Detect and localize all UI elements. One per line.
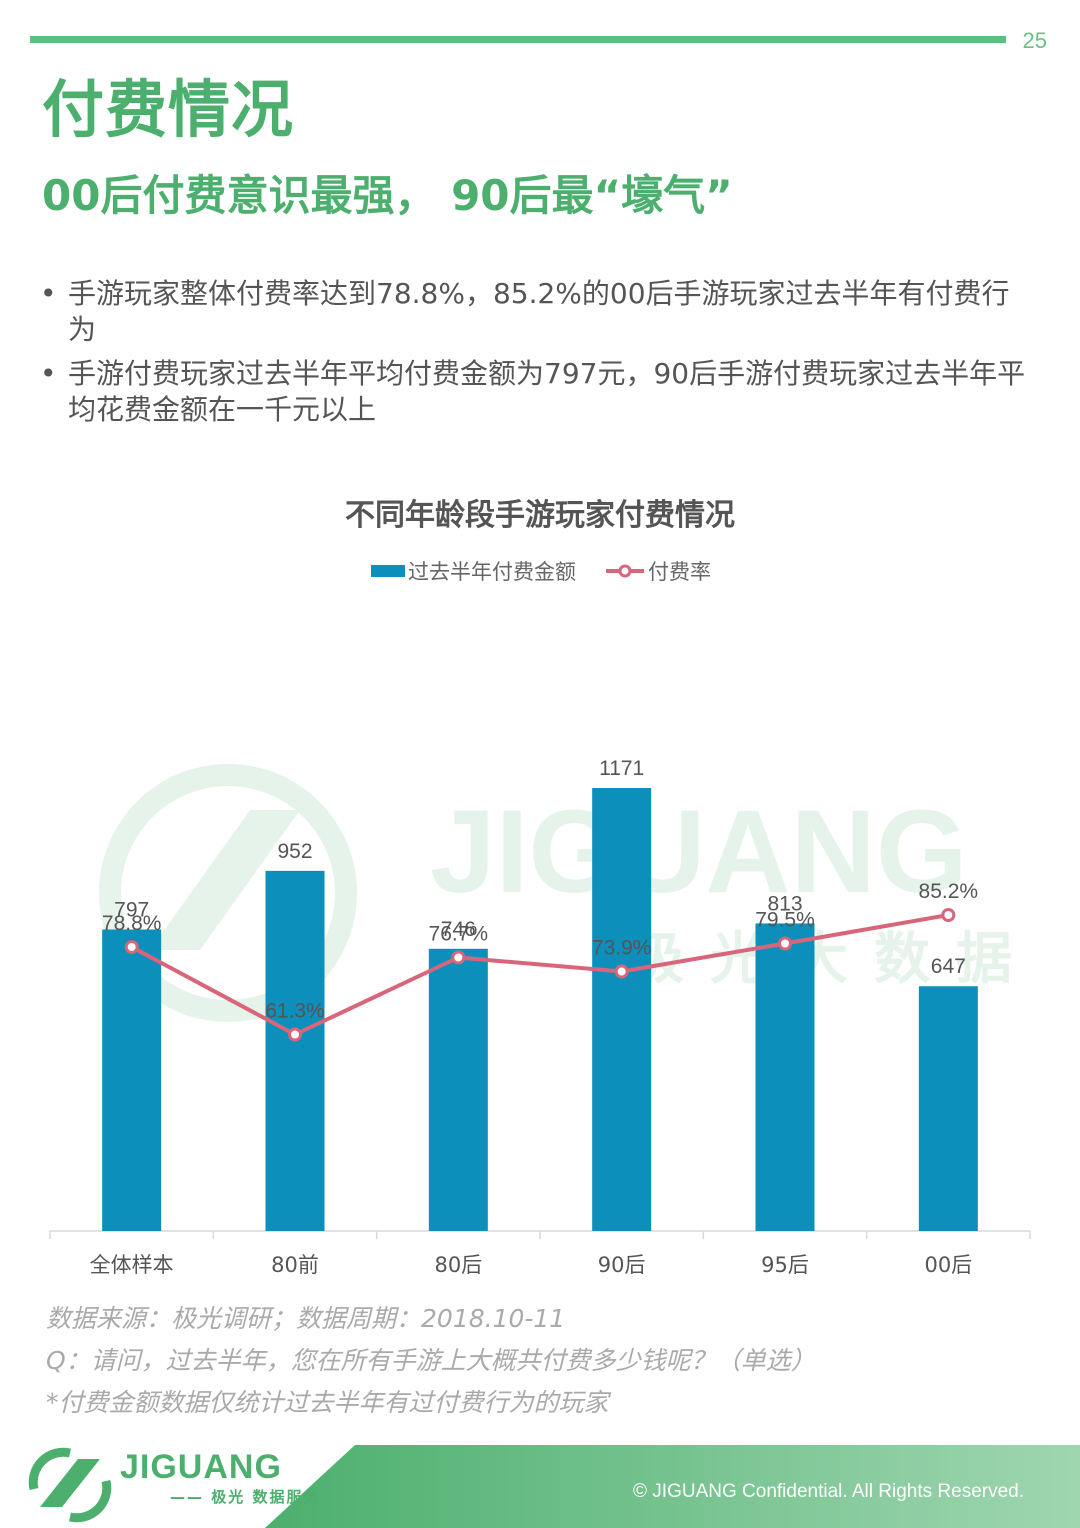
rate-value-label: 85.2%	[919, 880, 979, 903]
page-number: 25	[1022, 28, 1047, 53]
rate-value-label: 61.3%	[265, 1000, 325, 1023]
bar-value-label: 797	[114, 898, 149, 921]
bar-1	[265, 870, 325, 1231]
bar-value-label: 1171	[599, 757, 644, 780]
footer-gradient	[265, 1445, 1080, 1528]
jiguang-logo-icon	[28, 1447, 112, 1523]
summary-bullets: 手游玩家整体付费率达到78.8%，85.2%的00后手游玩家过去半年有付费行为 …	[40, 276, 1030, 436]
rate-point-1	[288, 1027, 302, 1042]
bar-value-label: 746	[441, 918, 476, 941]
legend-bar-label: 过去半年付费金额	[408, 560, 576, 584]
watermark-logo-mark	[150, 810, 300, 950]
x-tick-label: 90后	[598, 1253, 646, 1277]
x-tick-label: 00后	[924, 1253, 972, 1277]
bar-5	[918, 986, 978, 1231]
bar-value-label: 647	[931, 955, 966, 978]
header-rule	[30, 36, 1006, 43]
x-tick-label: 80后	[434, 1253, 482, 1277]
question-line: Q：请问，过去半年，您在所有手游上大概共付费多少钱呢？（单选）	[46, 1346, 816, 1375]
page-title: 付费情况	[42, 73, 295, 146]
rate-point-3	[614, 964, 629, 979]
rate-point-0	[124, 940, 139, 954]
plot-area: 797 全体样本 952 80前 746 80后 1171 90后 813 95后 647 00后 78…	[49, 757, 1031, 1277]
legend-line-label: 付费率	[648, 560, 711, 584]
rate-value-label: 79.5%	[755, 909, 815, 932]
bar-0	[102, 929, 162, 1231]
source-notes: 数据来源：极光调研；数据周期：2018.10-11 Q：请问，过去半年，您在所有…	[46, 1298, 816, 1424]
copyright-text: © JIGUANG Confidential. All Rights Reser…	[633, 1481, 1024, 1502]
bar-4	[755, 923, 815, 1231]
chart-legend: 过去半年付费金额 付费率	[371, 560, 711, 584]
footer-logo-text: JIGUANG	[120, 1448, 282, 1486]
page-subtitle: 00后付费意识最强， 90后最“壕气”	[42, 171, 733, 220]
bar-2	[428, 948, 488, 1231]
footnote-line: *付费金额数据仅统计过去半年有过付费行为的玩家	[46, 1388, 609, 1417]
x-tick-label: 全体样本	[90, 1253, 174, 1277]
footer-logo-subtext: —— 极光 数据服务	[170, 1488, 321, 1506]
legend-line-marker	[618, 564, 632, 578]
bar-3	[592, 788, 652, 1231]
rate-point-5	[941, 908, 956, 922]
rate-point-2	[451, 950, 466, 965]
watermark-text: JIGUANG	[430, 786, 968, 918]
footer-band	[28, 1445, 1080, 1528]
bullet-item: 手游玩家整体付费率达到78.8%，85.2%的00后手游玩家过去半年有付费行为	[40, 276, 1030, 348]
payment-chart: JIGUANG 极光大数据 不同年龄段手游玩家付费情况 过去半年付费金额 付费率…	[49, 498, 1031, 1277]
watermark: JIGUANG 极光大数据	[99, 764, 1012, 1022]
rate-value-label: 76.7%	[429, 923, 489, 946]
x-tick-label: 95后	[761, 1253, 809, 1277]
watermark-logo-icon	[99, 764, 357, 1022]
rate-value-label: 78.8%	[102, 912, 162, 935]
legend-bar-swatch	[371, 565, 405, 577]
rate-value-label: 73.9%	[592, 937, 652, 960]
bullet-item: 手游付费玩家过去半年平均付费金额为797元，90后手游付费玩家过去半年平均花费金…	[40, 356, 1030, 428]
bar-value-label: 952	[277, 840, 312, 863]
rate-line	[130, 913, 949, 1037]
source-line: 数据来源：极光调研；数据周期：2018.10-11	[46, 1304, 566, 1333]
x-tick-label: 80前	[271, 1253, 319, 1277]
bar-value-label: 813	[767, 892, 802, 915]
rate-point-4	[778, 936, 792, 951]
chart-title: 不同年龄段手游玩家付费情况	[345, 498, 735, 533]
